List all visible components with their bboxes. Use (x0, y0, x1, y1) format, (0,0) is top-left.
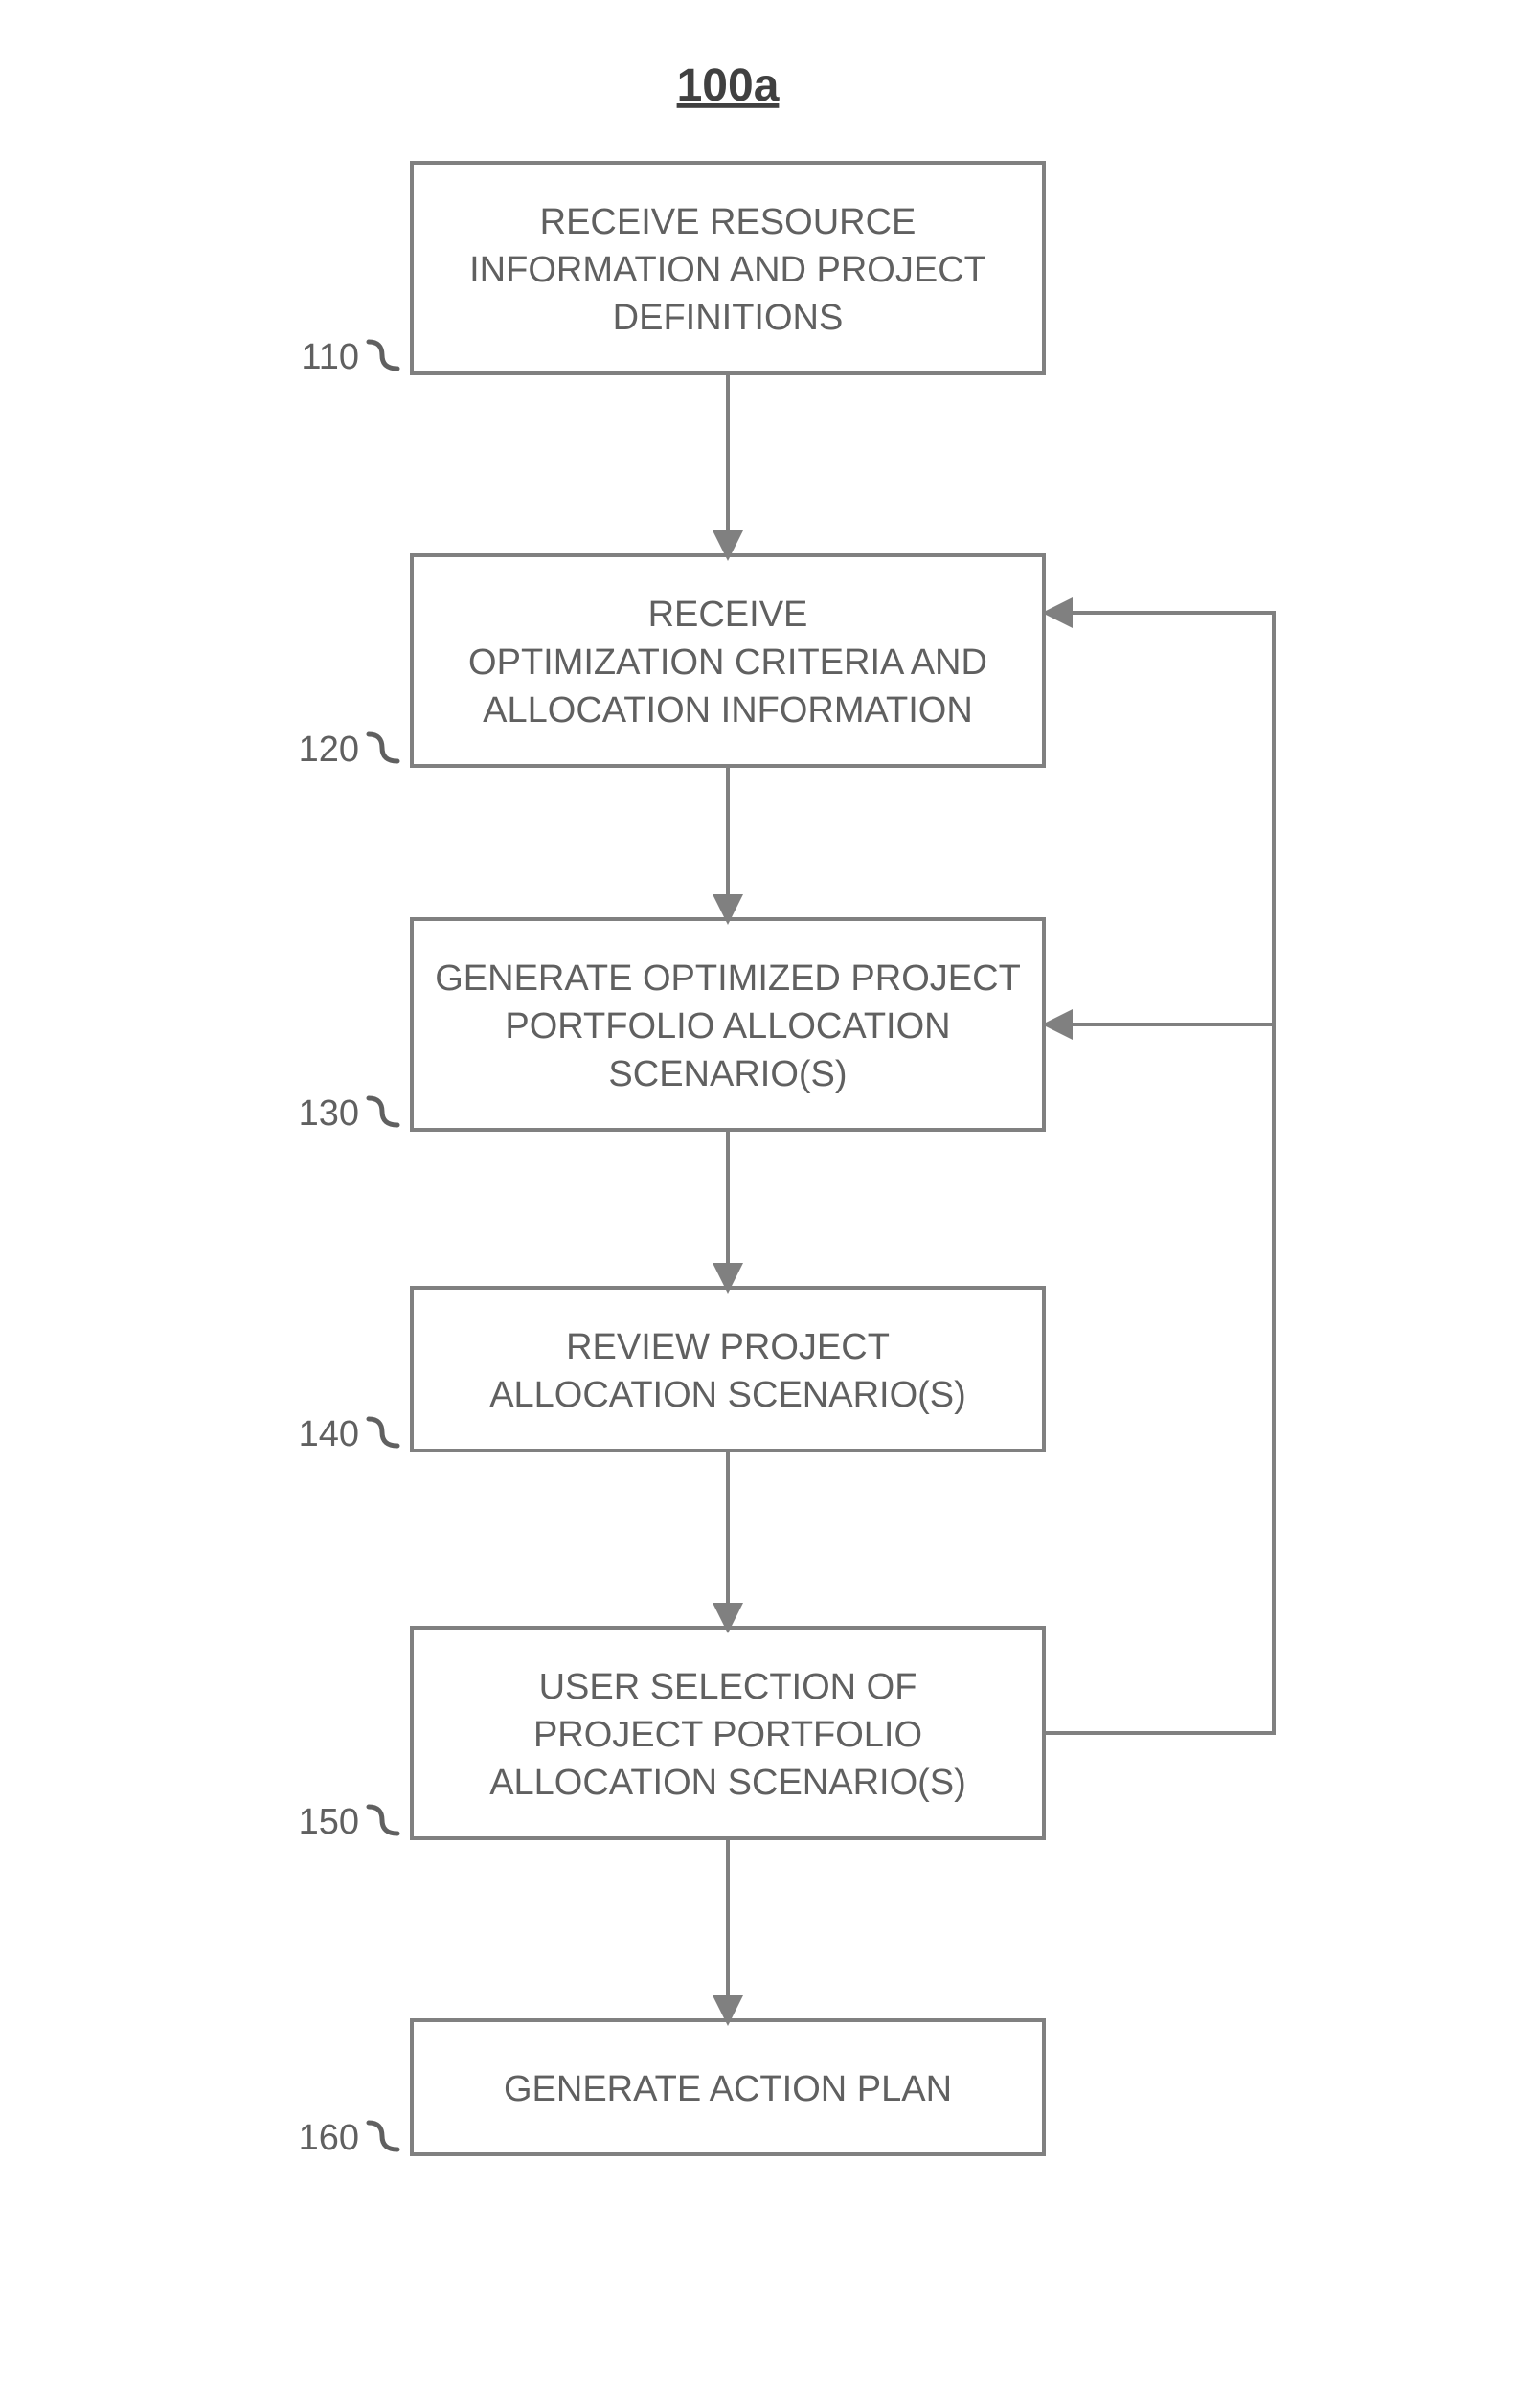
flow-node-130-line: SCENARIO(S) (608, 1054, 847, 1094)
flow-node-110-line: DEFINITIONS (613, 298, 844, 338)
ref-bracket-110 (369, 342, 397, 369)
ref-bracket-130 (369, 1098, 397, 1125)
flow-node-130-line: GENERATE OPTIMIZED PROJECT (435, 958, 1021, 999)
ref-label-150: 150 (299, 1802, 359, 1842)
ref-label-140: 140 (299, 1414, 359, 1454)
flow-node-110-line: INFORMATION AND PROJECT (469, 250, 986, 290)
ref-label-120: 120 (299, 730, 359, 770)
ref-label-110: 110 (301, 337, 359, 377)
flow-node-120-line: RECEIVE (648, 595, 808, 635)
flow-node-150-line: ALLOCATION SCENARIO(S) (489, 1763, 966, 1803)
feedback-arrow-to-120 (1044, 613, 1274, 1733)
ref-label-160: 160 (299, 2118, 359, 2158)
diagram-title: 100a (677, 60, 780, 111)
ref-bracket-120 (369, 734, 397, 761)
flow-node-140 (412, 1288, 1044, 1451)
flow-node-120-line: OPTIMIZATION CRITERIA AND (468, 642, 987, 683)
ref-bracket-150 (369, 1807, 397, 1834)
flow-node-130-line: PORTFOLIO ALLOCATION (505, 1006, 950, 1046)
flow-node-140-line: REVIEW PROJECT (566, 1327, 890, 1367)
flow-node-140-line: ALLOCATION SCENARIO(S) (489, 1375, 966, 1415)
flow-node-150-line: USER SELECTION OF (539, 1667, 917, 1707)
ref-bracket-140 (369, 1419, 397, 1446)
flow-node-160-line: GENERATE ACTION PLAN (504, 2069, 952, 2109)
flow-node-120-line: ALLOCATION INFORMATION (483, 690, 973, 731)
ref-label-130: 130 (299, 1093, 359, 1134)
flow-node-150-line: PROJECT PORTFOLIO (533, 1715, 922, 1755)
flowchart-canvas: 100a RECEIVE RESOURCE INFORMATION AND PROJ… (0, 0, 1539, 2408)
ref-bracket-160 (369, 2123, 397, 2149)
flow-node-110-line: RECEIVE RESOURCE (540, 202, 917, 242)
